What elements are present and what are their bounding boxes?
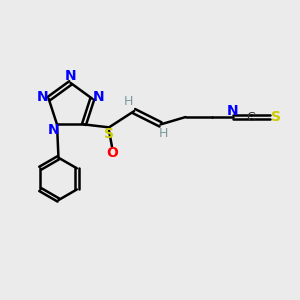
Text: N: N (93, 90, 104, 104)
Text: H: H (124, 95, 134, 108)
Text: N: N (65, 69, 76, 83)
Text: N: N (37, 90, 48, 104)
Text: H: H (159, 127, 168, 140)
Text: O: O (106, 146, 118, 160)
Text: S: S (104, 127, 114, 141)
Text: C: C (247, 111, 255, 124)
Text: S: S (271, 110, 281, 124)
Text: N: N (47, 123, 59, 137)
Text: N: N (227, 103, 239, 118)
